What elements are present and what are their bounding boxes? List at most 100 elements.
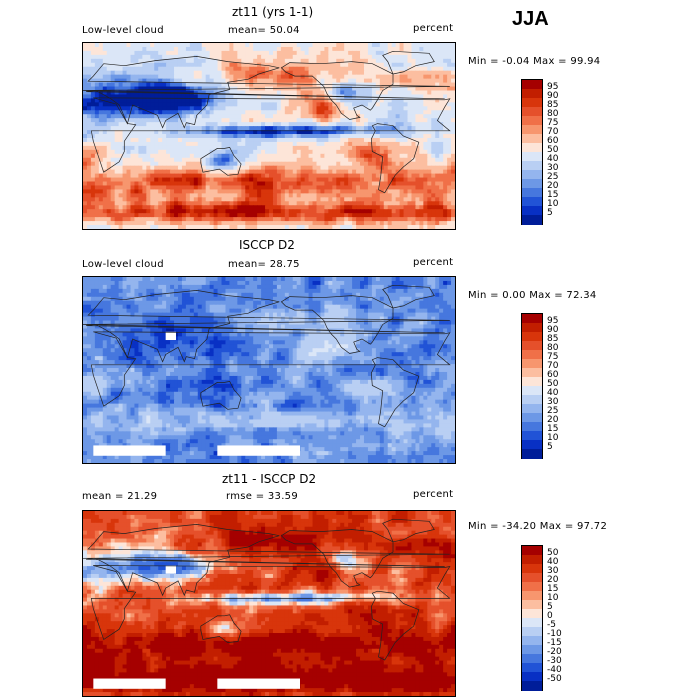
colorbar-tick-label: -15 — [547, 638, 562, 648]
panel-1-title: zt11 (yrs 1-1) — [232, 5, 314, 19]
colorbar-tick-label: 5 — [547, 442, 553, 452]
colorbar-tick-label: 40 — [547, 154, 559, 164]
colorbar-swatch — [522, 368, 542, 378]
panel-1-variable-label: Low-level cloud — [82, 25, 164, 36]
colorbar-swatch — [522, 107, 542, 117]
panel-1-colorbar — [521, 79, 543, 225]
colorbar-tick-label: 10 — [547, 199, 559, 209]
colorbar-swatch — [522, 89, 542, 99]
colorbar-tick-label: -5 — [547, 620, 556, 630]
colorbar-swatch — [522, 323, 542, 333]
colorbar-tick-label: -30 — [547, 656, 562, 666]
colorbar-swatch — [522, 80, 542, 90]
colorbar-swatch — [522, 350, 542, 360]
panel-3-range-label: Min = -34.20 Max = 97.72 — [468, 521, 608, 532]
colorbar-swatch — [522, 386, 542, 396]
panel-3-rmse-label: rmse = 33.59 — [226, 491, 299, 502]
colorbar-tick-label: 10 — [547, 593, 559, 603]
colorbar-tick-label: 5 — [547, 602, 553, 612]
panel-3-title: zt11 - ISCCP D2 — [222, 472, 317, 486]
colorbar-tick-label: 10 — [547, 433, 559, 443]
colorbar-swatch — [522, 413, 542, 423]
colorbar-swatch — [522, 341, 542, 351]
colorbar-swatch — [522, 555, 542, 565]
colorbar-swatch — [522, 359, 542, 369]
colorbar-tick-label: 30 — [547, 566, 559, 576]
colorbar-swatch — [522, 672, 542, 682]
colorbar-tick-label: 20 — [547, 575, 559, 585]
colorbar-tick-label: 90 — [547, 91, 559, 101]
colorbar-swatch — [522, 636, 542, 646]
colorbar-tick-label: 85 — [547, 100, 559, 110]
colorbar-swatch — [522, 582, 542, 592]
panel-2-variable-label: Low-level cloud — [82, 259, 164, 270]
panel-2-title: ISCCP D2 — [239, 238, 295, 252]
colorbar-swatch — [522, 179, 542, 189]
colorbar-swatch — [522, 134, 542, 144]
panel-1-units-label: percent — [413, 23, 454, 34]
colorbar-swatch — [522, 422, 542, 432]
colorbar-tick-label: -50 — [547, 674, 562, 684]
colorbar-swatch — [522, 215, 542, 225]
season-label: JJA — [512, 8, 549, 30]
colorbar-swatch — [522, 663, 542, 673]
panel-3-colorbar — [521, 545, 543, 691]
panel-1-map — [82, 42, 456, 230]
colorbar-tick-label: -20 — [547, 647, 562, 657]
colorbar-tick-label: 40 — [547, 388, 559, 398]
colorbar-tick-label: 70 — [547, 127, 559, 137]
colorbar-swatch — [522, 681, 542, 691]
colorbar-tick-label: 95 — [547, 316, 559, 326]
colorbar-tick-label: -10 — [547, 629, 562, 639]
colorbar-tick-label: 15 — [547, 584, 559, 594]
colorbar-tick-label: 15 — [547, 424, 559, 434]
colorbar-swatch — [522, 645, 542, 655]
colorbar-swatch — [522, 440, 542, 450]
colorbar-swatch — [522, 143, 542, 153]
colorbar-swatch — [522, 170, 542, 180]
colorbar-swatch — [522, 618, 542, 628]
colorbar-tick-label: 30 — [547, 397, 559, 407]
colorbar-tick-label: 20 — [547, 181, 559, 191]
colorbar-swatch — [522, 116, 542, 126]
colorbar-swatch — [522, 564, 542, 574]
colorbar-tick-label: 75 — [547, 118, 559, 128]
colorbar-swatch — [522, 654, 542, 664]
panel-2-colorbar — [521, 313, 543, 459]
colorbar-swatch — [522, 206, 542, 216]
map-field — [83, 511, 455, 696]
colorbar-tick-label: 5 — [547, 208, 553, 218]
panel-3-units-label: percent — [413, 489, 454, 500]
colorbar-tick-label: 15 — [547, 190, 559, 200]
colorbar-swatch — [522, 314, 542, 324]
colorbar-tick-label: 0 — [547, 611, 553, 621]
colorbar-swatch — [522, 591, 542, 601]
colorbar-tick-label: 60 — [547, 370, 559, 380]
colorbar-tick-label: 80 — [547, 343, 559, 353]
colorbar-swatch — [522, 609, 542, 619]
colorbar-swatch — [522, 404, 542, 414]
colorbar-swatch — [522, 332, 542, 342]
colorbar-swatch — [522, 546, 542, 556]
map-field — [83, 43, 455, 229]
panel-3-map — [82, 510, 456, 697]
colorbar-swatch — [522, 395, 542, 405]
panel-3-mean-label: mean = 21.29 — [82, 491, 158, 502]
panel-2-map — [82, 276, 456, 464]
colorbar-tick-label: 50 — [547, 548, 559, 558]
panel-2-mean-label: mean= 28.75 — [228, 259, 300, 270]
panel-2-range-label: Min = 0.00 Max = 72.34 — [468, 290, 597, 301]
colorbar-swatch — [522, 152, 542, 162]
colorbar-tick-label: 75 — [547, 352, 559, 362]
colorbar-swatch — [522, 125, 542, 135]
colorbar-swatch — [522, 627, 542, 637]
colorbar-tick-label: 20 — [547, 415, 559, 425]
colorbar-swatch — [522, 449, 542, 459]
colorbar-swatch — [522, 600, 542, 610]
colorbar-swatch — [522, 377, 542, 387]
colorbar-swatch — [522, 197, 542, 207]
colorbar-tick-label: 50 — [547, 145, 559, 155]
colorbar-swatch — [522, 188, 542, 198]
colorbar-swatch — [522, 573, 542, 583]
colorbar-tick-label: 50 — [547, 379, 559, 389]
